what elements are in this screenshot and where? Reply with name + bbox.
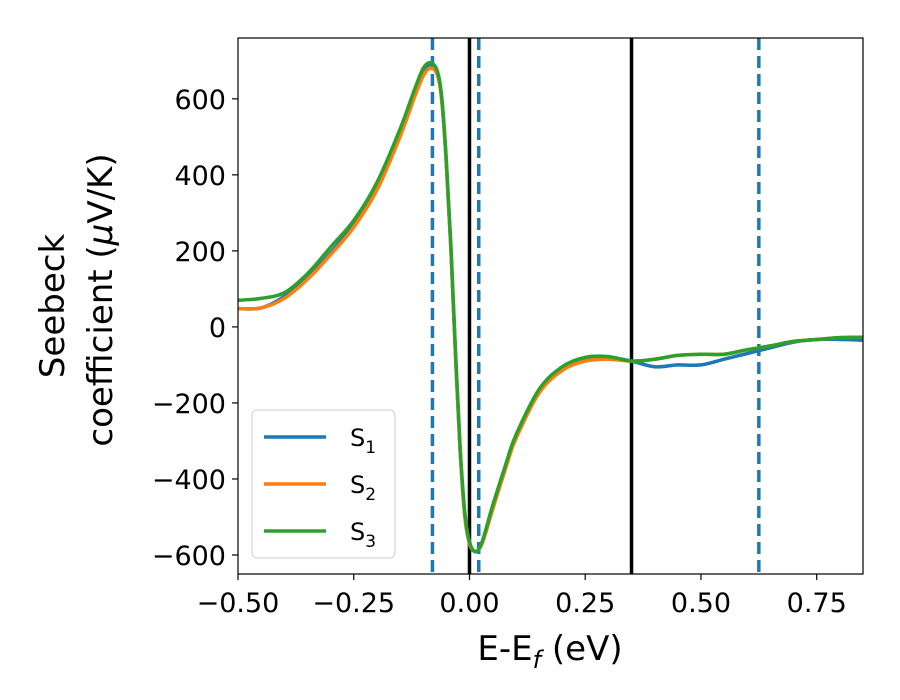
legend-label-1: S1 <box>350 424 376 458</box>
legend-label-3: S3 <box>350 518 376 552</box>
y-tick-label: 400 <box>174 161 226 192</box>
plot-frame <box>237 37 864 575</box>
y-tick-label: −600 <box>152 541 226 572</box>
legend-label-2: S2 <box>350 471 376 505</box>
y-axis-ticks: −600 −400 −200 0 200 400 600 <box>152 85 238 572</box>
x-axis-ticks: −0.50 −0.25 0.00 0.25 0.50 0.75 <box>197 574 847 619</box>
y-axis-label-line2: coefficient (μV/K) <box>81 153 121 446</box>
y-tick-label: −400 <box>152 465 226 496</box>
y-tick-label: 600 <box>174 85 226 116</box>
y-axis-label-line1: Seebeck <box>33 234 73 379</box>
y-axis-label-mu: μ <box>81 224 121 247</box>
y-tick-label: −200 <box>152 389 226 420</box>
reference-lines <box>430 38 761 574</box>
x-tick-label: 0.00 <box>439 588 499 619</box>
x-tick-label: 0.50 <box>671 588 731 619</box>
y-tick-label: 200 <box>174 237 226 268</box>
series-group <box>238 60 863 554</box>
series-line-3 <box>238 60 863 554</box>
x-tick-label: −0.25 <box>312 588 395 619</box>
legend: S1 S2 S3 <box>251 409 396 559</box>
x-tick-label: −0.50 <box>197 588 280 619</box>
y-tick-label: 0 <box>209 313 226 344</box>
x-axis-label: E-Ef (eV) <box>477 629 622 674</box>
x-tick-label: 0.25 <box>555 588 615 619</box>
x-tick-label: 0.75 <box>787 588 847 619</box>
